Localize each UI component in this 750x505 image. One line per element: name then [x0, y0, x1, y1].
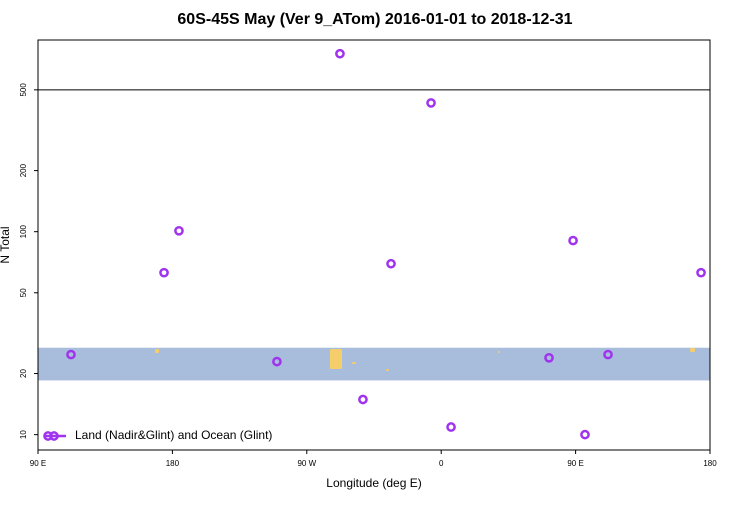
point [603, 349, 613, 360]
point [446, 422, 456, 432]
y-tick-label: 100 [19, 224, 28, 238]
x-tick-label: 90 E [567, 459, 583, 468]
point [426, 98, 436, 108]
point [580, 429, 590, 440]
point [335, 48, 345, 59]
chart-title: 60S-45S May (Ver 9_ATom) 2016-01-01 to 2… [177, 11, 572, 28]
y-axis-label: N Total [0, 226, 12, 263]
point [272, 356, 282, 367]
land-shape [690, 348, 695, 352]
x-tick-label: 90 W [297, 459, 316, 468]
point [544, 352, 554, 363]
x-tick-label: 180 [166, 459, 180, 468]
point [696, 267, 706, 278]
x-tick-label: 180 [703, 459, 717, 468]
point [358, 394, 368, 405]
point [159, 267, 169, 278]
land-shape [386, 369, 389, 371]
y-tick-label: 50 [19, 288, 28, 297]
land-shape [155, 349, 159, 353]
legend-label: Land (Nadir&Glint) and Ocean (Glint) [75, 428, 272, 442]
band [38, 347, 710, 381]
point [66, 349, 76, 360]
y-tick-label: 500 [19, 83, 28, 97]
land-shape [330, 349, 342, 369]
y-tick-label: 200 [19, 163, 28, 177]
x-tick-label: 0 [439, 459, 444, 468]
land-shape [352, 362, 356, 364]
point [568, 235, 578, 246]
y-tick-label: 10 [19, 430, 28, 439]
plot-frame [37, 39, 711, 451]
point [174, 225, 184, 236]
y-tick-label: 20 [19, 369, 28, 378]
x-axis-label: Longitude (deg E) [326, 476, 421, 490]
point [386, 258, 396, 269]
legend-marker [49, 431, 59, 441]
x-tick-label: 90 E [30, 459, 46, 468]
land-shape [498, 351, 500, 353]
